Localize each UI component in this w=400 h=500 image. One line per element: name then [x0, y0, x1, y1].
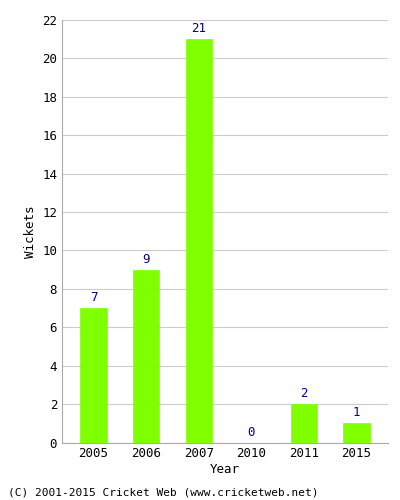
Text: 7: 7	[90, 291, 97, 304]
Text: 2: 2	[300, 387, 308, 400]
Text: (C) 2001-2015 Cricket Web (www.cricketweb.net): (C) 2001-2015 Cricket Web (www.cricketwe…	[8, 488, 318, 498]
Bar	[343, 424, 370, 442]
Text: 21: 21	[191, 22, 206, 36]
Bar	[133, 270, 159, 442]
X-axis label: Year: Year	[210, 463, 240, 476]
Bar	[186, 39, 212, 442]
Text: 1: 1	[353, 406, 360, 420]
Bar	[291, 404, 317, 442]
Text: 0: 0	[248, 426, 255, 438]
Y-axis label: Wickets: Wickets	[24, 205, 36, 258]
Bar	[80, 308, 107, 442]
Text: 9: 9	[142, 253, 150, 266]
